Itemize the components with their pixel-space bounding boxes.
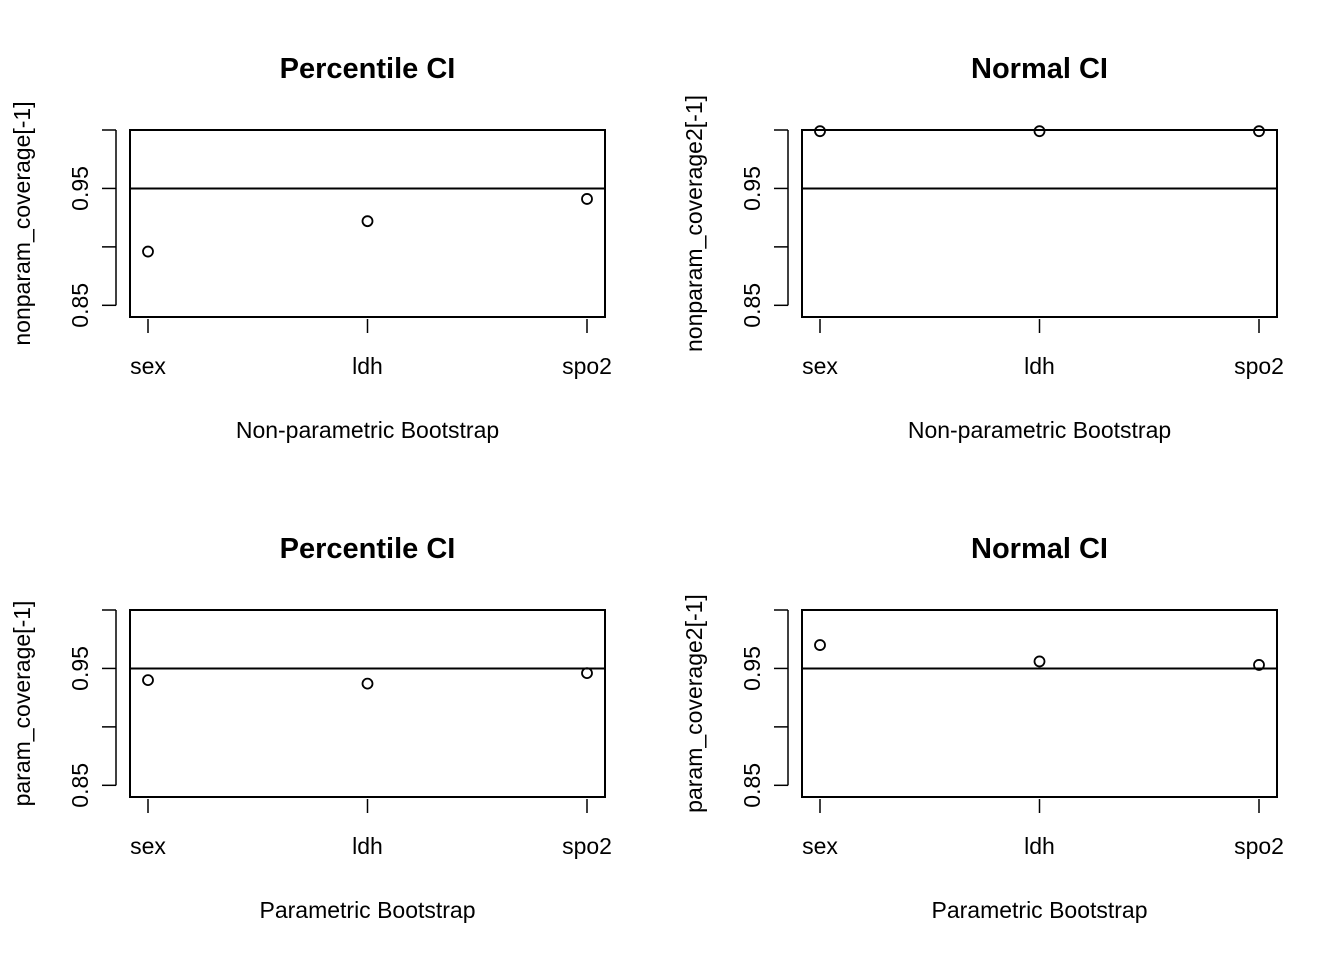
data-point [1033,125,1046,138]
chart-title: Normal CI [971,53,1108,85]
data-point [581,193,593,205]
x-tick-label: spo2 [562,833,612,859]
x-tick-label: sex [802,353,838,379]
chart-title: Percentile CI [280,533,456,565]
chart-panel-2: Normal CI 0.85 0.95 nonparam_coverage2[-1]s… [681,53,1284,443]
y-axis-label: nonparam_coverage[-1] [9,101,35,345]
chart-title: Normal CI [971,533,1108,565]
y-axis: 0.85 0.95 [739,609,789,808]
x-axis: sex ldh spo2 [802,799,1284,859]
x-axis: sex ldh spo2 [130,319,612,379]
chart-title: Percentile CI [280,53,456,85]
x-axis: sex ldh spo2 [130,799,612,859]
x-axis-label: Parametric Bootstrap [259,897,475,923]
chart-panel-3: Percentile CI 0.85 0.95 param_coverage[-1]s… [9,533,612,923]
chart-panel-4: Normal CI 0.85 0.95 param_coverage2[-1]sex l… [681,533,1284,923]
x-axis-label: Non-parametric Bootstrap [236,417,499,443]
x-axis-label: Parametric Bootstrap [931,897,1147,923]
y-tick-label: 0.85 [67,763,93,808]
y-tick-label: 0.85 [739,283,765,328]
data-point [361,215,374,228]
data-point [142,674,154,687]
data-point [1253,125,1265,138]
y-tick-label: 0.85 [739,763,765,808]
plot-frame [129,609,606,798]
y-axis: 0.85 0.95 [67,129,117,328]
x-tick-label: ldh [352,833,383,859]
plot-frame [129,129,606,318]
data-point [1033,655,1046,668]
data-point [1253,659,1265,671]
y-tick-label: 0.95 [739,646,765,691]
x-tick-label: spo2 [562,353,612,379]
x-tick-label: ldh [352,353,383,379]
y-tick-label: 0.95 [67,166,93,211]
data-point [142,245,154,258]
data-point [814,125,826,138]
y-axis-label: param_coverage2[-1] [681,594,707,813]
x-tick-label: ldh [1024,353,1055,379]
y-axis-label: param_coverage[-1] [9,601,35,807]
x-tick-label: sex [130,833,166,859]
x-tick-label: spo2 [1234,833,1284,859]
x-tick-label: sex [802,833,838,859]
y-axis: 0.85 0.95 [739,129,789,328]
y-tick-label: 0.85 [67,283,93,328]
data-point [581,667,593,680]
x-tick-label: sex [130,353,166,379]
x-axis-label: Non-parametric Bootstrap [908,417,1171,443]
plot-frame [801,609,1278,798]
y-axis: 0.85 0.95 [67,609,117,808]
data-point [361,677,374,690]
x-axis: sex ldh spo2 [802,319,1284,379]
y-axis-label: nonparam_coverage2[-1] [681,95,707,352]
y-tick-label: 0.95 [67,646,93,691]
x-tick-label: spo2 [1234,353,1284,379]
chart-panel-1: Percentile CI 0.85 0.95 nonparam_coverage[-… [9,53,612,443]
data-point [814,639,826,651]
y-tick-label: 0.95 [739,166,765,211]
plot-frame [801,129,1278,318]
x-tick-label: ldh [1024,833,1055,859]
